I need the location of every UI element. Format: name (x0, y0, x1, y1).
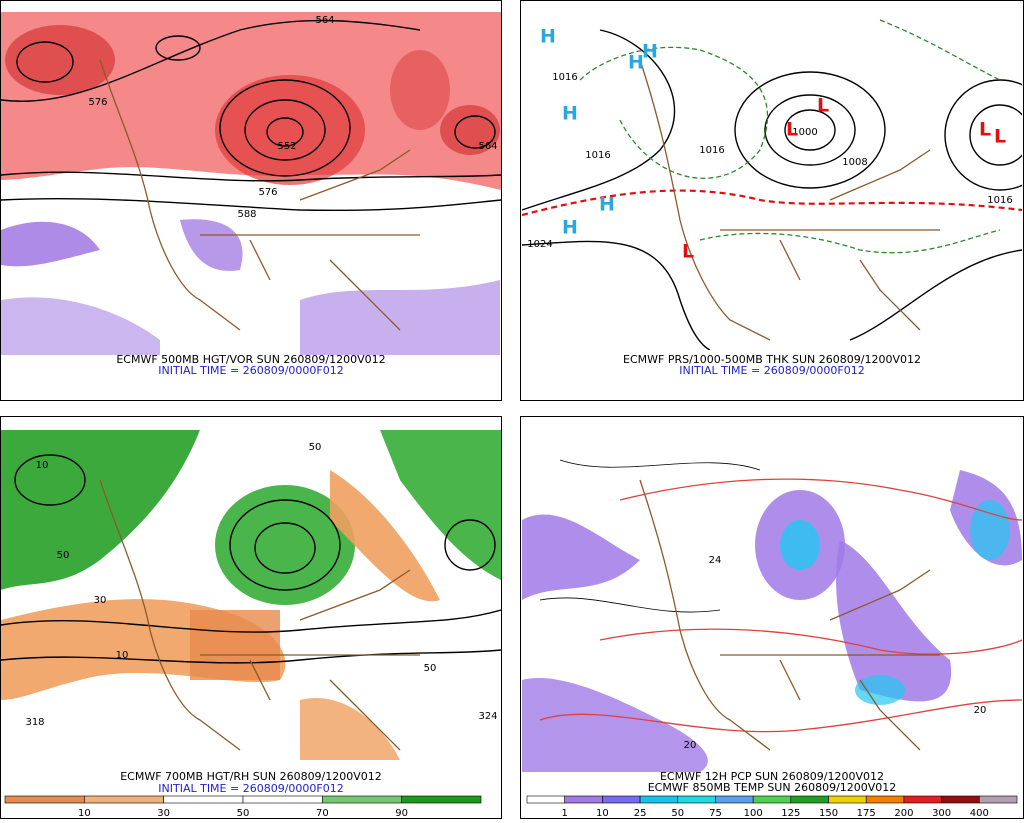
colorbar-label: 150 (819, 808, 838, 819)
map-humidity (1, 430, 501, 772)
colorbar-label: 300 (932, 808, 951, 819)
map-vorticity (1, 12, 501, 355)
colorbar-label: 70 (316, 808, 329, 819)
pressure-center: L (682, 241, 694, 263)
colorbar-label: 30 (157, 808, 170, 819)
contour-label: 10 (116, 650, 129, 661)
colorbar-label: 50 (671, 808, 684, 819)
pressure-center: H (628, 52, 644, 74)
pressure-center: H (540, 26, 556, 48)
colorbar-swatch (828, 795, 867, 804)
colorbar-label: 1 (562, 808, 568, 819)
colorbar-label: 100 (744, 808, 763, 819)
colorbar-swatch (602, 795, 641, 804)
colorbar-label: 90 (395, 808, 408, 819)
contour-label: 30 (94, 595, 107, 606)
map-precipitation (522, 430, 1022, 772)
contour-label: 576 (88, 97, 107, 108)
colorbar-swatch (790, 795, 829, 804)
colorbar-swatch (903, 795, 942, 804)
colorbar-label: 200 (894, 808, 913, 819)
panel-caption: INITIAL TIME = 260809/0000F012 (679, 364, 864, 377)
panel-caption: ECMWF 850MB TEMP SUN 260809/1200V012 (648, 781, 897, 794)
pressure-center: L (817, 95, 829, 117)
colorbar-swatch (4, 795, 85, 804)
panel-caption: ECMWF 700MB HGT/RH SUN 260809/1200V012 (120, 770, 382, 783)
contour-label: 1016 (699, 145, 724, 156)
colorbar-swatch (242, 795, 323, 804)
colorbar-swatch (639, 795, 679, 804)
colorbar-swatch (941, 795, 980, 804)
colorbar-swatch (564, 795, 603, 804)
colorbar-swatch (715, 795, 754, 804)
contour-label: 552 (277, 141, 296, 152)
contour-label: 1016 (585, 150, 610, 161)
panel-caption: INITIAL TIME = 260809/0000F012 (158, 782, 343, 795)
colorbar-swatch (677, 795, 716, 804)
contour-label: 50 (309, 442, 322, 453)
contour-label: 1016 (987, 195, 1012, 206)
pressure-center: H (642, 41, 658, 63)
map-pressure (522, 12, 1022, 350)
pressure-center: H (562, 217, 578, 239)
colorbar-swatch (84, 795, 164, 804)
pressure-center: H (562, 103, 578, 125)
pressure-center: H (599, 194, 615, 216)
colorbar-swatch (163, 795, 244, 804)
pressure-center: L (979, 119, 991, 141)
contour-label: 588 (237, 209, 256, 220)
colorbar-swatch (526, 795, 565, 804)
contour-label: 50 (424, 663, 437, 674)
panel-caption: ECMWF 12H PCP SUN 260809/1200V012 (660, 770, 884, 783)
colorbar-label: 400 (970, 808, 989, 819)
contour-label: 324 (478, 711, 497, 722)
panel-caption: INITIAL TIME = 260809/0000F012 (158, 364, 343, 377)
contour-label: 20 (974, 705, 987, 716)
colorbar-swatch (322, 795, 402, 804)
colorbar-label: 125 (781, 808, 800, 819)
contour-label: 576 (258, 187, 277, 198)
pressure-center: L (994, 126, 1006, 148)
contour-label: 564 (478, 141, 497, 152)
panel-caption: ECMWF PRS/1000-500MB THK SUN 260809/1200… (623, 353, 921, 366)
contour-label: 1008 (842, 157, 867, 168)
colorbar-label: 50 (237, 808, 250, 819)
contour-label: 50 (57, 550, 70, 561)
contour-label: 20 (684, 740, 697, 751)
colorbar-label: 25 (634, 808, 647, 819)
pressure-center: L (786, 119, 798, 141)
panel-caption: ECMWF 500MB HGT/VOR SUN 260809/1200V012 (116, 353, 385, 366)
contour-label: 1000 (792, 127, 817, 138)
contour-label: 564 (315, 15, 334, 26)
colorbar-label: 175 (857, 808, 876, 819)
panel-frame (0, 0, 502, 401)
colorbar-label: 75 (709, 808, 722, 819)
colorbar-swatch (979, 795, 1018, 804)
contour-label: 1024 (527, 239, 552, 250)
contour-label: 10 (36, 460, 49, 471)
colorbar-swatch (752, 795, 792, 804)
colorbar-label: 10 (596, 808, 609, 819)
contour-label: 1016 (552, 72, 577, 83)
colorbar-swatch (865, 795, 905, 804)
contour-label: 24 (709, 555, 722, 566)
colorbar-swatch (401, 795, 482, 804)
contour-label: 318 (25, 717, 44, 728)
colorbar-label: 10 (78, 808, 91, 819)
